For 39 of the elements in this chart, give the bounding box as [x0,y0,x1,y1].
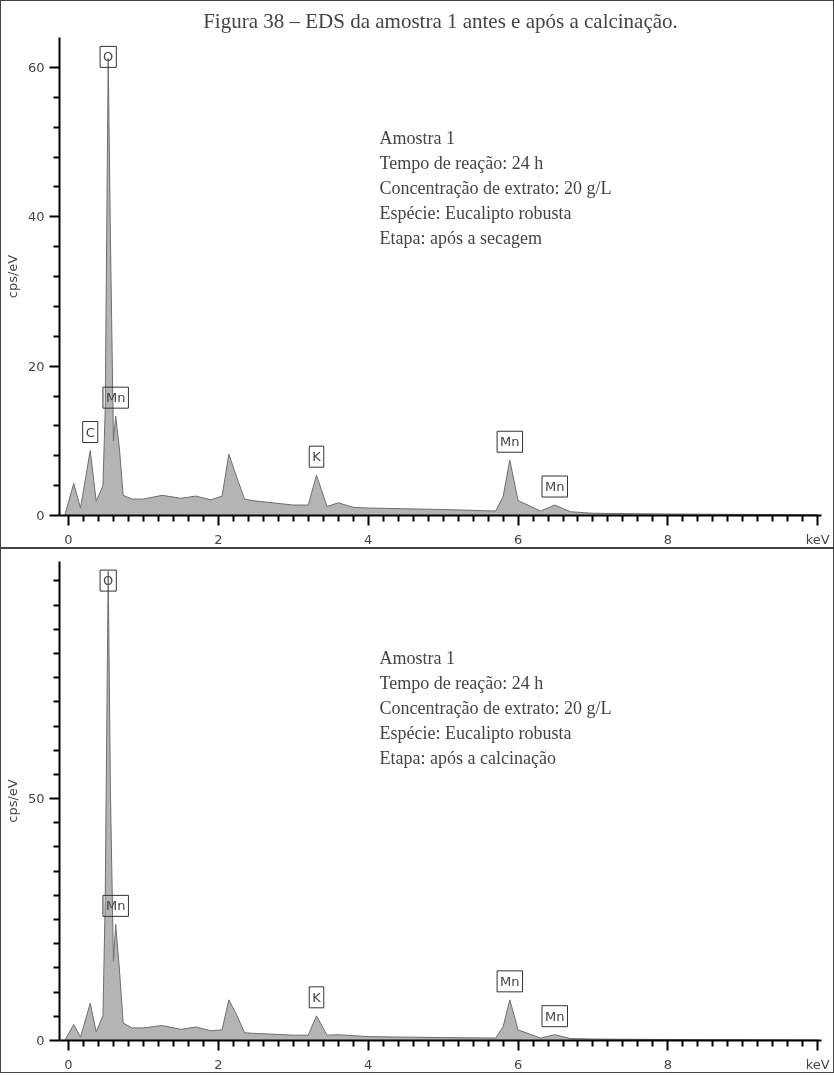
y-tick-label: 50 [27,791,45,807]
y-tick-label: 60 [27,59,45,75]
x-tick-label: 0 [64,531,73,547]
chart-title: Figura 38 – EDS da amostra 1 antes e após a calcinação. [203,8,678,33]
annotation: Espécie: Eucalipto robusta [379,202,572,223]
annotation: Espécie: Eucalipto robusta [379,722,572,743]
y-tick-label: 20 [27,358,45,374]
x-tick-label: 4 [364,1056,373,1072]
annotation: K [312,989,322,1005]
annotation: Mn [500,973,520,989]
annotation: Etapa: após a calcinação [379,747,556,768]
annotation: Mn [500,434,520,450]
x-tick-label: keV [805,531,830,547]
annotation: K [312,449,322,465]
annotation: Mn [545,1008,565,1024]
annotation: Tempo de reação: 24 h [379,152,544,173]
x-tick-label: 6 [513,1056,523,1072]
x-tick-label: 8 [663,1056,673,1072]
annotation: C [85,424,95,440]
annotation: Mn [545,479,565,495]
annotation: Concentração de extrato: 20 g/L [379,697,612,718]
y-tick-label: 0 [36,1033,45,1048]
x-tick-label: 8 [663,531,673,547]
annotation: Amostra 1 [379,647,455,668]
x-tick-label: 4 [364,531,373,547]
x-tick-label: 2 [214,1056,223,1072]
y-axis-title: cps/eV [4,254,20,299]
x-tick-label: 6 [513,531,523,547]
annotation: Concentração de extrato: 20 g/L [379,177,612,198]
annotation: O [103,49,114,65]
x-tick-label: keV [805,1056,830,1072]
annotation: Amostra 1 [379,127,455,148]
x-tick-label: 2 [214,531,223,547]
annotation: Etapa: após a secagem [379,227,542,248]
annotation: Tempo de reação: 24 h [379,672,544,693]
y-tick-label: 0 [36,508,45,523]
x-tick-label: 0 [64,1056,73,1072]
y-axis-title: cps/eV [4,779,20,823]
y-tick-label: 40 [27,209,45,225]
